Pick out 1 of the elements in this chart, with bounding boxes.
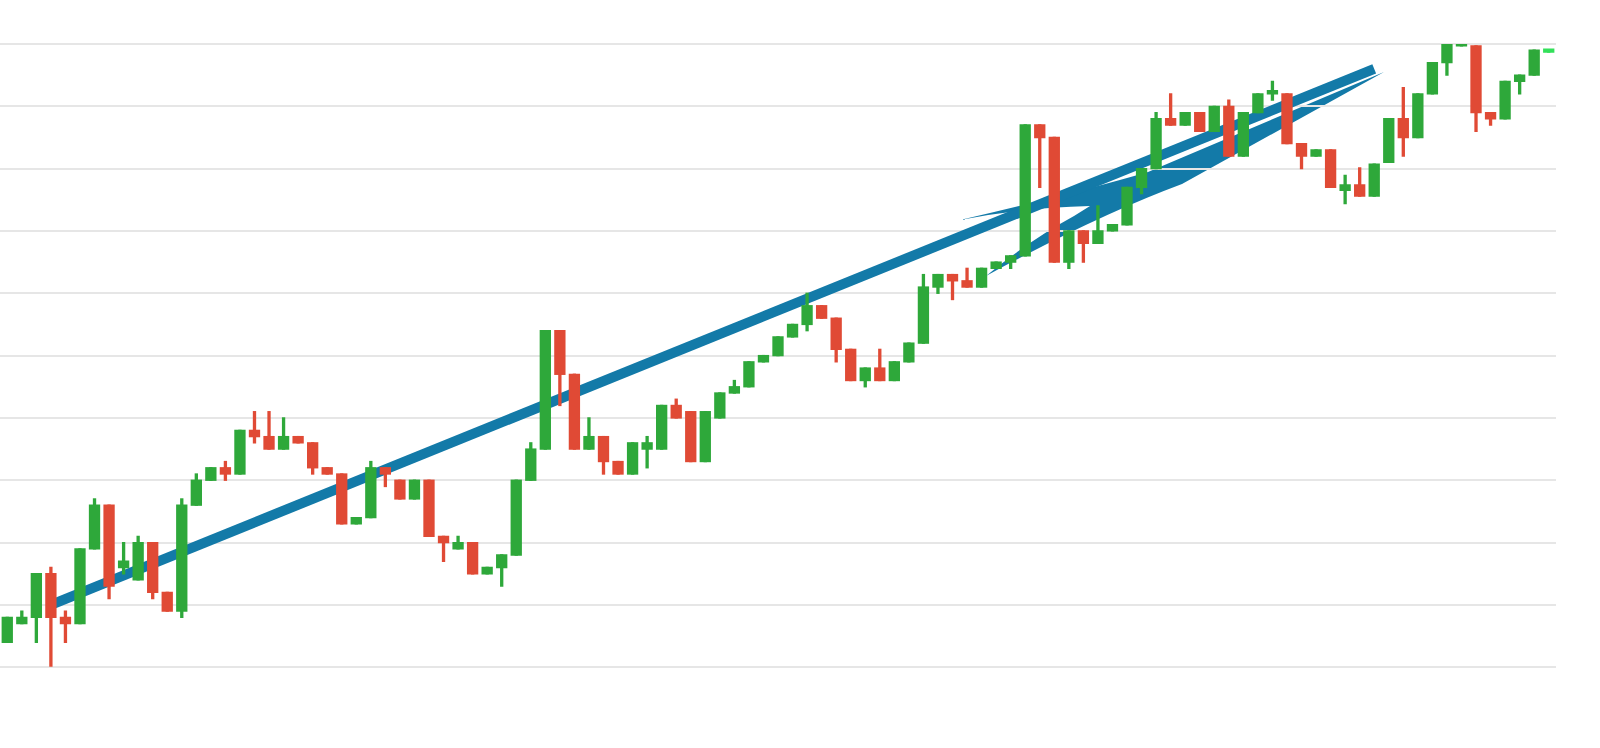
candlestick [1339,174,1351,205]
